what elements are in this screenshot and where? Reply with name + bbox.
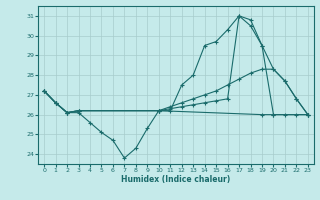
X-axis label: Humidex (Indice chaleur): Humidex (Indice chaleur) <box>121 175 231 184</box>
